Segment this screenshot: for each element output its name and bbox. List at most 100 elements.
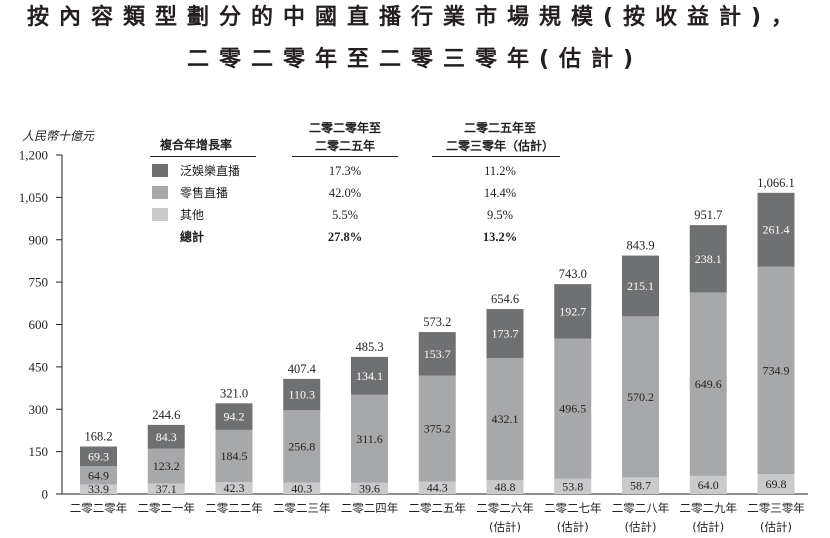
y-tick-label: 150 (29, 444, 49, 459)
y-tick-label: 300 (29, 402, 49, 417)
chart-title-line-1: 按內容類型劃分的中國直播行業市場規模(按收益計)， (26, 5, 804, 30)
total-label: 573.2 (423, 315, 451, 329)
data-label-series-0: 110.3 (288, 387, 315, 401)
cagr-col1-header-line-2: 二零二五年 (314, 139, 375, 153)
bar-segment-series-1 (147, 448, 185, 484)
x-tick-label: 二零三零年 (747, 501, 805, 515)
bar-segment-series-1 (351, 394, 388, 483)
data-label-series-1: 649.6 (695, 377, 722, 391)
data-label-series-2: 40.3 (291, 481, 312, 495)
legend-swatch-entertainment (152, 164, 168, 177)
data-label-series-2: 58.7 (630, 479, 651, 493)
cagr-col2-header-line-1: 二零二五年至 (463, 121, 536, 135)
bar-segment-series-0 (418, 332, 456, 376)
legend-label-others: 其他 (180, 208, 205, 222)
x-tick-label-note: (估計) (625, 520, 657, 534)
data-label-series-0: 153.7 (424, 347, 451, 361)
cagr-value: 9.5% (486, 208, 514, 222)
bar-segment-series-0 (689, 225, 727, 293)
data-label-series-1: 734.9 (763, 363, 790, 377)
bar-segment-series-1 (757, 266, 795, 475)
cagr-total-value: 13.2% (482, 230, 518, 244)
x-tick-label: 二零二零年 (70, 501, 128, 515)
total-label: 485.3 (355, 340, 383, 354)
bar-segment-series-2 (418, 481, 456, 494)
cagr-header-rule (432, 156, 560, 157)
data-label-series-2: 53.8 (562, 479, 583, 493)
x-tick-label: 二零二二年 (205, 501, 263, 515)
x-tick-label: 二零二六年 (476, 501, 534, 515)
y-tick-label: 0 (42, 487, 49, 502)
x-tick-label: 二零二四年 (341, 501, 399, 515)
x-tick-label: 二零二七年 (544, 501, 602, 515)
data-label-series-2: 42.3 (224, 481, 245, 495)
data-label-series-2: 37.1 (156, 482, 177, 496)
data-label-series-2: 33.9 (88, 482, 109, 496)
x-tick-label: 二零二一年 (138, 501, 196, 515)
legend-label-entertainment: 泛娛樂直播 (180, 164, 241, 178)
cagr-value: 5.5% (331, 208, 359, 222)
data-label-series-0: 134.1 (356, 369, 383, 383)
cagr-value: 42.0% (328, 186, 362, 200)
data-label-series-0: 192.7 (559, 304, 586, 318)
y-tick-label: 450 (29, 359, 49, 374)
bar-segment-series-2 (80, 484, 117, 494)
y-tick-label: 900 (29, 232, 49, 247)
data-label-series-0: 69.3 (88, 449, 109, 463)
data-label-series-0: 215.1 (627, 279, 654, 293)
y-tick-label: 1,200 (19, 148, 48, 163)
data-label-series-0: 84.3 (156, 430, 177, 444)
y-tick-label: 1,050 (19, 190, 48, 205)
data-label-series-1: 311.6 (356, 432, 383, 446)
bar-segment-series-0 (622, 255, 659, 317)
legend-swatch-retail (152, 186, 168, 199)
x-tick-label: 二零二三年 (273, 501, 331, 515)
legend-swatch-others (152, 208, 168, 221)
total-label: 654.6 (491, 292, 519, 306)
cagr-value: 11.2% (484, 164, 516, 178)
total-label: 1,066.1 (757, 176, 795, 190)
y-tick-label: 600 (29, 317, 49, 332)
cagr-total-value: 27.8% (327, 230, 363, 244)
bar-segment-series-1 (80, 466, 117, 485)
chart-title-line-2: 二零二零年至二零三零年(估計) (186, 47, 644, 72)
bar-segment-series-2 (689, 475, 727, 494)
cagr-value: 17.3% (328, 164, 362, 178)
data-label-series-2: 48.8 (495, 480, 516, 494)
data-label-series-1: 375.2 (424, 421, 451, 435)
x-tick-label-note: (估計) (489, 520, 521, 534)
bar-segment-series-1 (418, 375, 456, 482)
cagr-col2-header-line-2: 二零三零年（估計） (445, 139, 554, 153)
bar-segment-series-1 (283, 410, 321, 483)
bar-segment-series-0 (215, 403, 253, 430)
data-label-series-1: 496.5 (559, 402, 586, 416)
bar-segment-series-1 (622, 316, 659, 478)
data-label-series-0: 238.1 (695, 252, 722, 266)
total-label: 743.0 (559, 267, 587, 281)
data-label-series-0: 173.7 (492, 327, 519, 341)
bar-segment-series-0 (351, 356, 388, 395)
cagr-table-header: 複合年增長率 (160, 138, 233, 152)
x-tick-label-note: (估計) (557, 520, 589, 534)
data-label-series-1: 256.8 (288, 439, 315, 453)
data-label-series-1: 64.9 (88, 468, 109, 482)
total-label: 407.4 (288, 362, 317, 376)
bar-segment-series-2 (215, 482, 253, 494)
data-label-series-2: 44.3 (427, 481, 448, 495)
data-label-series-1: 123.2 (153, 459, 180, 473)
bar-segment-series-2 (622, 477, 659, 494)
data-label-series-0: 261.4 (763, 223, 790, 237)
bar-segment-series-2 (486, 480, 524, 494)
data-label-series-2: 64.0 (698, 478, 719, 492)
x-tick-label: 二零二九年 (680, 501, 738, 515)
cagr-value: 14.4% (483, 186, 517, 200)
bar-segment-series-2 (283, 482, 321, 494)
data-label-series-1: 184.5 (221, 449, 248, 463)
x-tick-label-note: (估計) (692, 520, 724, 534)
cagr-col1-header-line-1: 二零二零年至 (308, 121, 381, 135)
y-axis-label: 人民幣十億元 (22, 129, 95, 143)
bar-segment-series-0 (80, 446, 117, 467)
x-tick-label: 二零二八年 (612, 501, 670, 515)
